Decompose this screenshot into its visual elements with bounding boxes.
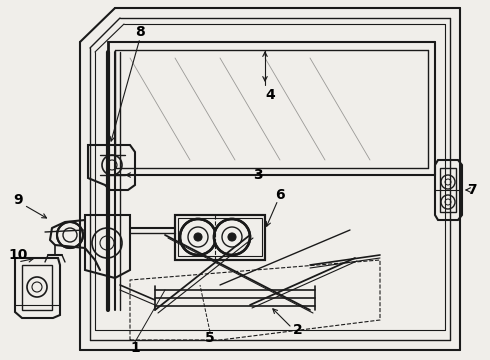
Polygon shape xyxy=(85,215,130,278)
Text: 1: 1 xyxy=(130,341,140,355)
Text: 8: 8 xyxy=(135,25,145,39)
Text: 3: 3 xyxy=(253,168,263,182)
Text: 7: 7 xyxy=(467,183,477,197)
Circle shape xyxy=(214,219,250,255)
Circle shape xyxy=(180,219,216,255)
Text: 4: 4 xyxy=(265,88,275,102)
Polygon shape xyxy=(435,160,462,220)
Text: 10: 10 xyxy=(8,248,28,262)
Bar xyxy=(22,265,52,310)
Circle shape xyxy=(57,222,83,248)
Text: 9: 9 xyxy=(13,193,23,207)
Text: 6: 6 xyxy=(275,188,285,202)
Bar xyxy=(175,215,265,260)
Bar xyxy=(440,168,456,212)
Circle shape xyxy=(194,233,202,241)
Polygon shape xyxy=(88,145,135,190)
Circle shape xyxy=(228,233,236,241)
Polygon shape xyxy=(15,258,60,318)
Bar xyxy=(175,215,265,260)
Text: 2: 2 xyxy=(293,323,303,337)
Text: 5: 5 xyxy=(205,331,215,345)
Bar xyxy=(178,218,262,256)
